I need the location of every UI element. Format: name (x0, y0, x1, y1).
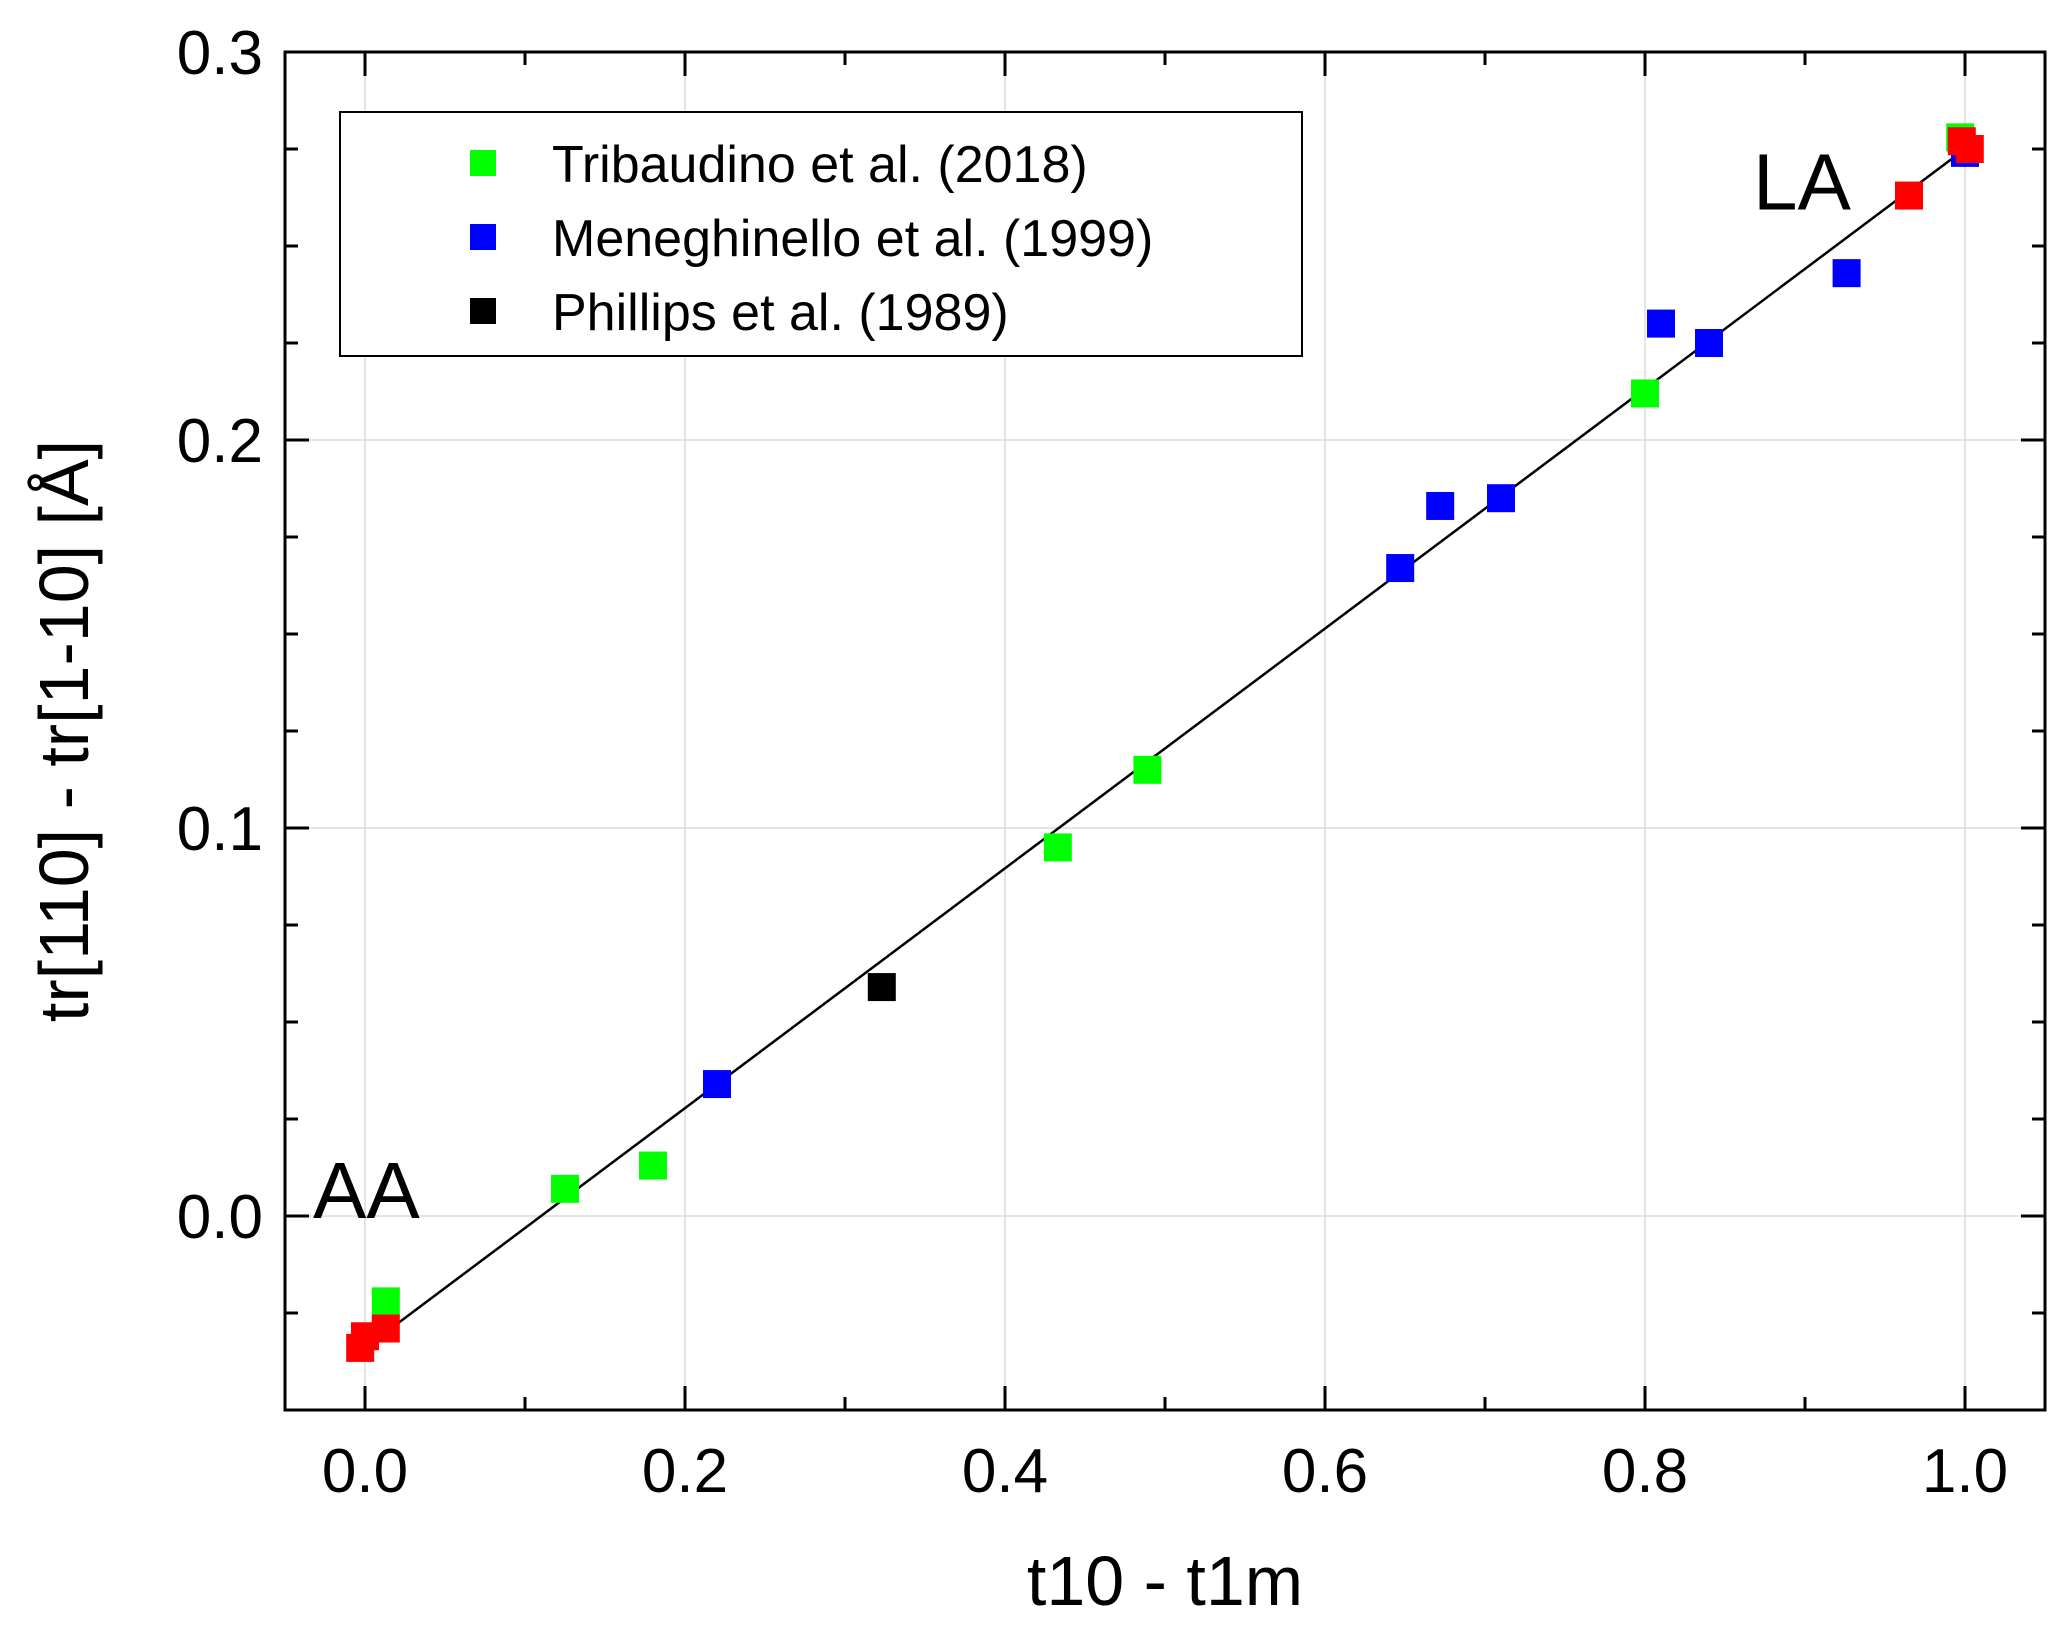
x-tick-label: 0.2 (642, 1437, 728, 1506)
data-point (551, 1174, 579, 1203)
data-points (346, 123, 1984, 1362)
legend-label: Tribaudino et al. (2018) (552, 136, 1088, 194)
x-axis-title: t10 - t1m (1027, 1542, 1303, 1620)
data-point (1832, 259, 1861, 288)
annotations: AA LA (313, 137, 1851, 1235)
data-point (1133, 755, 1162, 784)
legend-swatch (470, 150, 496, 176)
data-point (867, 973, 896, 1002)
legend-swatch (470, 298, 496, 324)
legend-label: Meneghinello et al. (1999) (552, 210, 1153, 268)
data-point (703, 1070, 731, 1099)
data-point (1043, 833, 1072, 862)
y-axis-title: tr[110] - tr[1-10] [Å] (25, 440, 103, 1022)
x-tick-label: 1.0 (1922, 1437, 2008, 1506)
legend-swatch (470, 224, 496, 250)
data-point (371, 1314, 400, 1343)
x-tick-label: 0.4 (962, 1437, 1048, 1506)
y-tick-label: 0.1 (177, 795, 263, 864)
data-point (1487, 484, 1515, 513)
data-point (1895, 181, 1923, 210)
legend: Tribaudino et al. (2018) Meneghinello et … (339, 111, 1303, 357)
y-tick-label: 0.3 (177, 19, 263, 88)
data-point (1426, 491, 1455, 520)
legend-box (339, 111, 1303, 357)
x-tick-label: 0.0 (322, 1437, 408, 1506)
annotation-label: LA (1753, 137, 1851, 226)
x-tick-label: 0.6 (1282, 1437, 1368, 1506)
data-point (371, 1287, 400, 1316)
annotation-label: AA (313, 1146, 420, 1235)
y-tick-label: 0.0 (177, 1183, 263, 1252)
x-tick-label: 0.8 (1602, 1437, 1688, 1506)
y-tick-label: 0.2 (177, 407, 263, 476)
data-point (1631, 379, 1659, 408)
legend-entries: Tribaudino et al. (2018) Meneghinello et … (470, 136, 1153, 342)
data-point (1955, 135, 1984, 163)
data-point (1695, 329, 1723, 357)
data-point (639, 1151, 667, 1180)
legend-label: Phillips et al. (1989) (552, 284, 1009, 342)
data-point (1647, 309, 1675, 338)
axis-ticks: 0.0 0.2 0.4 0.6 0.8 1.0 0.0 0.1 0.2 0.3 (177, 19, 2045, 1506)
data-point (1386, 554, 1415, 583)
